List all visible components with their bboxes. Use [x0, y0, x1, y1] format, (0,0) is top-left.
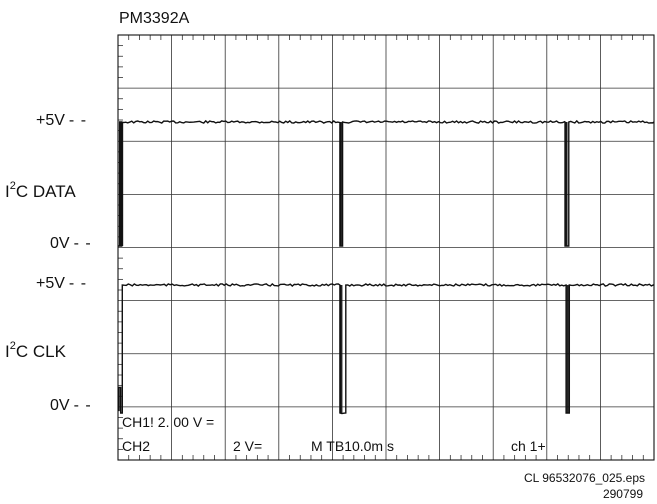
channel-1-suffix: C DATA: [15, 182, 76, 201]
footer-reference: CL 96532076_025.eps: [524, 471, 645, 485]
trace-layer: [118, 119, 655, 415]
channel-label-i2c-data: I2C DATA: [5, 180, 76, 201]
screen-border: [117, 34, 655, 461]
readout-ch2-settings: 2 V=: [233, 438, 263, 454]
ch2-low-level-value: 0V: [50, 397, 70, 414]
readout-ch1-settings: CH1! 2. 00 V =: [122, 414, 215, 430]
ch1-high-level-label: +5V - -: [36, 113, 87, 129]
channel-1-superscript: 2: [9, 180, 16, 192]
ch1-low-level-dash: - -: [73, 235, 92, 252]
channel-2-prefix: I: [5, 342, 10, 361]
ch2-high-level-value: +5V: [36, 275, 65, 292]
trace-i2c-data: [118, 119, 655, 247]
ch2-low-level-dash: - -: [73, 397, 92, 414]
channel-2-superscript: 2: [9, 340, 16, 352]
footer-date: 290799: [602, 487, 643, 501]
ch1-low-level-label: 0V - -: [50, 236, 92, 252]
channel-2-suffix: C CLK: [15, 342, 66, 361]
channel-1-prefix: I: [5, 182, 10, 201]
readout-trigger: ch 1+: [511, 438, 546, 454]
readout-timebase: M TB10.0m s: [311, 438, 394, 454]
grid-layer: [118, 35, 654, 460]
instrument-name: PM3392A: [119, 10, 190, 27]
ch2-high-level-dash: - -: [68, 275, 88, 292]
trace-i2c-clk: [118, 282, 655, 415]
ch2-low-level-label: 0V - -: [50, 398, 92, 414]
ch1-high-level-dash: - -: [68, 112, 88, 129]
ch2-high-level-label: +5V - -: [36, 276, 87, 292]
ch1-high-level-value: +5V: [36, 112, 65, 129]
readout-ch2-label: CH2: [122, 438, 151, 454]
channel-label-i2c-clk: I2C CLK: [5, 340, 66, 361]
ch1-low-level-value: 0V: [50, 235, 70, 252]
